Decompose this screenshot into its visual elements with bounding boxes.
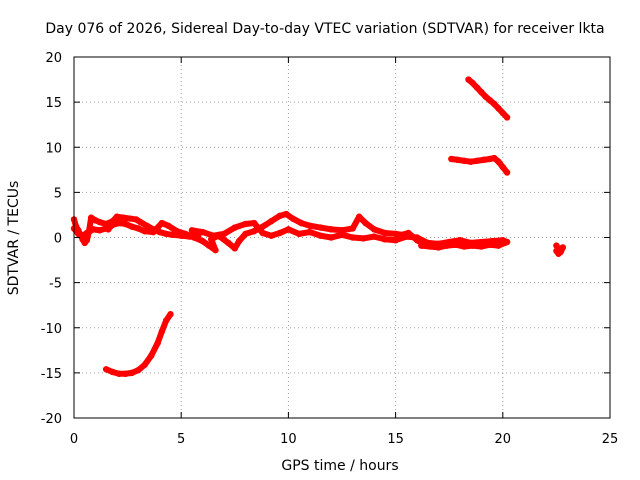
chart-title: Day 076 of 2026, Sidereal Day-to-day VTE… xyxy=(45,21,604,37)
x-axis-label: GPS time / hours xyxy=(281,458,398,474)
data-point xyxy=(113,216,121,223)
x-tick-label: 15 xyxy=(387,432,404,447)
x-tick-label: 0 xyxy=(70,432,78,447)
y-tick-label: -5 xyxy=(49,277,62,292)
x-tick-label: 5 xyxy=(177,432,185,447)
axis-ticks xyxy=(73,56,611,419)
y-tick-label: -15 xyxy=(41,367,62,382)
series-main-band-d xyxy=(188,219,511,248)
x-tick-label: 25 xyxy=(602,432,619,447)
series-main-band-b xyxy=(70,219,223,254)
x-tick-label: 20 xyxy=(495,432,512,447)
x-tick-label: 10 xyxy=(280,432,297,447)
data-point xyxy=(553,247,560,255)
data-point xyxy=(503,169,511,176)
y-tick-label: 10 xyxy=(45,141,62,156)
data-points xyxy=(70,76,567,377)
series-low-arc xyxy=(102,311,174,377)
y-axis-label: SDTVAR / TECUs xyxy=(6,181,22,296)
tick-labels: 0 5 10 15 20 25 -20 -15 -10 -5 0 5 10 15 20 xyxy=(41,51,619,447)
data-point xyxy=(503,114,511,121)
y-tick-label: 5 xyxy=(54,186,62,201)
data-point xyxy=(167,311,174,318)
series-main-band-e xyxy=(418,239,509,251)
series-upper-arc xyxy=(448,154,511,176)
series-right-cluster xyxy=(553,242,567,257)
series-top-line xyxy=(465,76,511,121)
y-tick-label: 15 xyxy=(45,96,62,111)
y-tick-label: -10 xyxy=(41,322,62,337)
series-main-band-c xyxy=(105,210,427,252)
y-tick-label: 0 xyxy=(54,232,62,247)
y-tick-label: 20 xyxy=(45,51,62,66)
y-tick-label: -20 xyxy=(41,412,62,427)
data-point xyxy=(501,239,509,247)
